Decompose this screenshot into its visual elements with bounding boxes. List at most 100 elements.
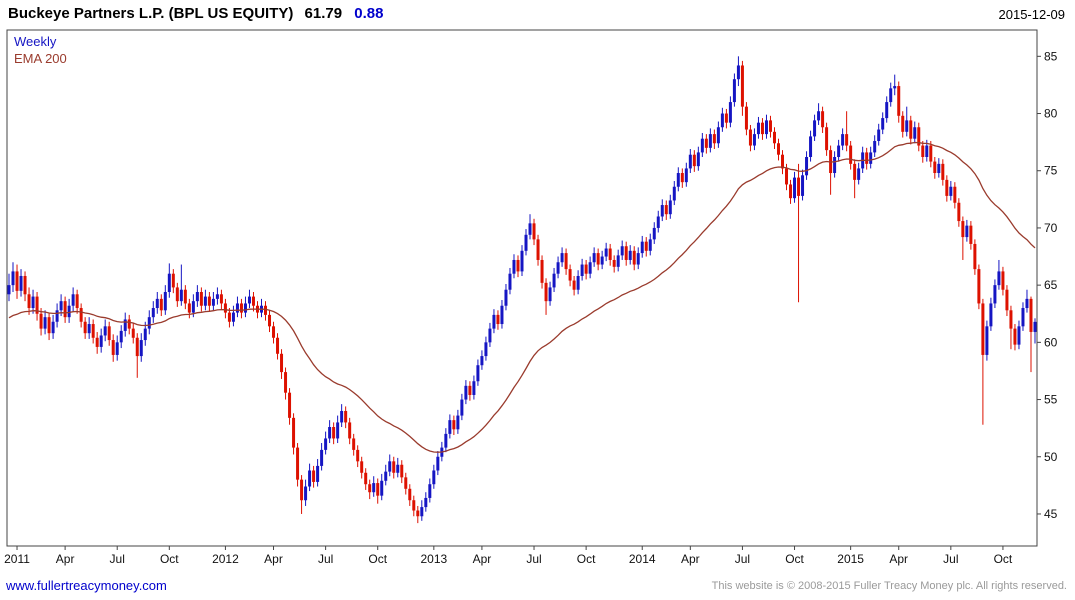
candle-body (977, 269, 981, 304)
candle-body (768, 120, 772, 132)
candle-body (853, 163, 857, 180)
candle-body (905, 120, 909, 132)
candle-body (115, 342, 119, 355)
candle-body (163, 292, 167, 311)
candle-body (857, 168, 861, 180)
x-tick-label: 2014 (629, 552, 656, 566)
candle-body (993, 285, 997, 304)
x-tick-label: Jul (943, 552, 958, 566)
candle-body (793, 177, 797, 199)
candle-body (83, 321, 87, 334)
candle-body (592, 253, 596, 263)
candle-body (39, 313, 43, 329)
candle-body (797, 177, 801, 196)
candle-body (913, 127, 917, 139)
candle-body (821, 111, 825, 128)
candle-body (568, 269, 572, 281)
candle-body (103, 326, 107, 336)
candle-body (544, 282, 548, 302)
candle-body (656, 216, 660, 228)
candle-body (119, 330, 123, 343)
candle-body (235, 303, 239, 313)
candle-body (556, 262, 560, 274)
candle-body (296, 447, 300, 480)
candle-body (211, 298, 215, 306)
candle-body (87, 324, 91, 334)
candle-body (612, 259, 616, 267)
quote-date: 2015-12-09 (998, 7, 1066, 22)
candle-body (772, 131, 776, 144)
candle-body (580, 264, 584, 276)
candle-body (147, 317, 151, 329)
candle-body (452, 420, 456, 430)
legend-ema-label: EMA 200 (14, 51, 67, 66)
candle-body (280, 353, 284, 373)
candle-body (712, 134, 716, 144)
candle-body (921, 145, 925, 157)
legend-weekly-label: Weekly (14, 34, 57, 49)
candle-body (572, 280, 576, 290)
candle-body (756, 122, 760, 135)
y-tick-label: 45 (1044, 507, 1058, 521)
candle-body (223, 303, 227, 313)
candle-body (404, 477, 408, 489)
candle-body (99, 335, 103, 347)
candle-body (728, 102, 732, 123)
candle-body (696, 152, 700, 167)
candle-body (925, 145, 929, 157)
candle-body (500, 305, 504, 325)
candle-body (833, 156, 837, 174)
candle-body (496, 314, 500, 325)
candle-body (243, 303, 247, 313)
candle-body (636, 253, 640, 265)
x-tick-label: 2015 (837, 552, 864, 566)
candle-body (985, 326, 989, 355)
candle-body (588, 262, 592, 274)
candle-body (11, 271, 15, 286)
candle-body (151, 308, 155, 318)
candle-body (809, 136, 813, 157)
candle-body (596, 253, 600, 265)
candle-body (444, 433, 448, 448)
candle-body (608, 248, 612, 260)
candle-body (720, 113, 724, 128)
plot-frame (6, 29, 1038, 547)
x-tick-label: 2012 (212, 552, 239, 566)
candle-body (424, 497, 428, 508)
candle-body (760, 122, 764, 135)
candle-body (873, 140, 877, 153)
candle-body (781, 154, 785, 169)
x-tick-label: Jul (735, 552, 750, 566)
candle-body (764, 120, 768, 135)
candle-body (576, 275, 580, 290)
candle-body (528, 223, 532, 235)
candle-body (476, 365, 480, 382)
candle-body (231, 312, 235, 322)
y-tick-label: 50 (1044, 450, 1058, 464)
footer-site-link[interactable]: www.fullertreacymoney.com (6, 578, 167, 593)
candle-body (91, 324, 95, 338)
candle-body (785, 168, 789, 185)
candle-body (620, 246, 624, 256)
candle-body (472, 381, 476, 395)
candle-body (973, 243, 977, 270)
candle-body (247, 296, 251, 304)
candle-body (344, 410, 348, 423)
candle-body (933, 161, 937, 174)
candle-body (989, 303, 993, 327)
candle-body (909, 120, 913, 139)
ema-line (8, 141, 1036, 453)
candle-body (59, 301, 63, 311)
y-tick-label: 80 (1044, 107, 1058, 121)
candle-body (540, 259, 544, 283)
candle-body (107, 326, 111, 341)
candle-body (480, 356, 484, 366)
candle-body (127, 319, 131, 329)
x-tick-label: Oct (160, 552, 179, 566)
x-tick-label: Jul (318, 552, 333, 566)
candle-body (893, 86, 897, 89)
candle-body (35, 296, 39, 314)
candle-body (484, 342, 488, 357)
candle-body (139, 340, 143, 357)
